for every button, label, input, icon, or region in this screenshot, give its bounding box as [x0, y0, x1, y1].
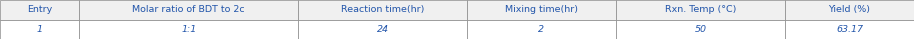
Text: 1: 1	[37, 25, 43, 34]
Text: Reaction time(hr): Reaction time(hr)	[341, 5, 424, 14]
Bar	[80, 20, 298, 39]
Text: Molar ratio of BDT to 2c: Molar ratio of BDT to 2c	[133, 5, 245, 14]
Text: Entry: Entry	[27, 5, 52, 14]
Text: 1:1: 1:1	[181, 25, 197, 34]
Bar	[298, 20, 467, 39]
Bar	[467, 20, 616, 39]
Text: 50: 50	[695, 25, 707, 34]
Bar	[785, 0, 914, 20]
Bar	[616, 0, 785, 20]
Bar	[616, 20, 785, 39]
Bar	[0, 0, 80, 20]
Text: Yield (%): Yield (%)	[828, 5, 870, 14]
Bar	[80, 0, 298, 20]
Text: 63.17: 63.17	[836, 25, 863, 34]
Text: Mixing time(hr): Mixing time(hr)	[505, 5, 578, 14]
Bar	[467, 0, 616, 20]
Text: 24: 24	[377, 25, 388, 34]
Bar	[298, 0, 467, 20]
Bar	[0, 20, 80, 39]
Text: 2: 2	[538, 25, 545, 34]
Bar	[785, 20, 914, 39]
Text: Rxn. Temp (°C): Rxn. Temp (°C)	[664, 5, 736, 14]
